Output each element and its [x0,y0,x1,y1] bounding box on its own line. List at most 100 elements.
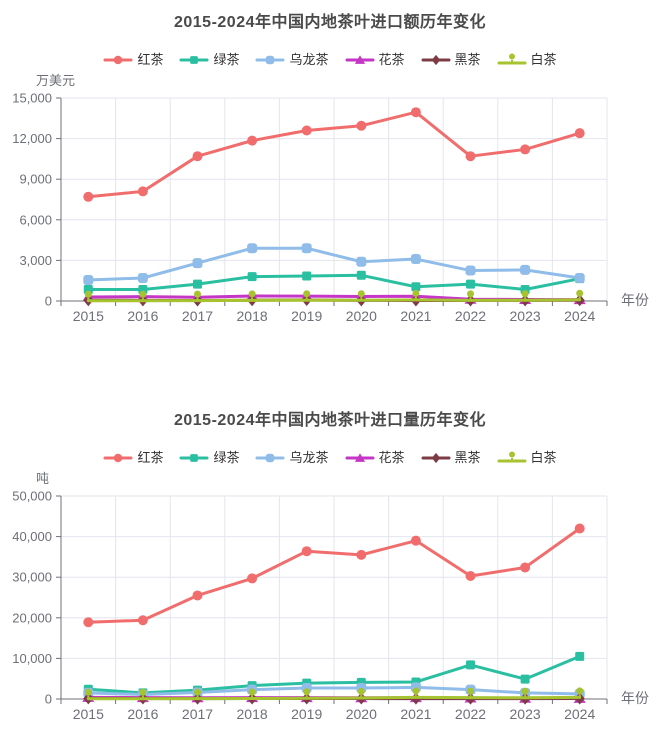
x-tick-label: 2019 [291,706,322,722]
data-point-红茶-2022[interactable] [465,570,476,581]
legend-item-5-白茶[interactable]: 白茶 [497,450,557,466]
legend-item-2-乌龙茶[interactable]: 乌龙茶 [255,52,329,68]
data-point-乌龙茶-2019[interactable] [301,243,312,254]
legend-import-value: 红茶 绿茶 乌龙茶 花茶 黑茶 白茶 [0,50,660,70]
data-point-红茶-2018[interactable] [247,135,258,146]
data-point-红茶-2017[interactable] [192,151,203,162]
data-point-红茶-2023[interactable] [520,562,531,573]
data-point-乌龙茶-2020[interactable] [356,256,367,267]
data-point-白茶-2021[interactable] [412,289,420,300]
y-tick-label: 10,000 [12,651,52,666]
data-point-绿茶-2020[interactable] [356,270,366,280]
legend-item-4-黑茶[interactable]: 黑茶 [421,52,481,68]
data-point-红茶-2024[interactable] [574,128,585,139]
plot-import-volume: 0 10,000 20,000 30,000 40,000 50,000 吨 2015 2016… [12,471,649,722]
data-point-绿茶-2024[interactable] [575,651,585,661]
data-point-红茶-2017[interactable] [192,590,203,601]
data-point-白茶-2023[interactable] [521,687,529,698]
data-point-乌龙茶-2016[interactable] [137,272,148,283]
data-point-白茶-2017[interactable] [194,688,201,699]
data-point-绿茶-2022[interactable] [466,279,475,289]
data-point-红茶-2015[interactable] [83,191,94,202]
data-point-白茶-2019[interactable] [303,688,311,699]
legend-marker-diamond-icon [421,452,451,464]
data-point-乌龙茶-2021[interactable] [410,254,421,265]
data-point-红茶-2015[interactable] [83,617,94,628]
data-point-红茶-2016[interactable] [137,615,148,626]
data-point-白茶-2019[interactable] [303,290,311,301]
data-point-乌龙茶-2017[interactable] [192,258,203,269]
data-point-白茶-2021[interactable] [412,687,420,698]
data-point-白茶-2017[interactable] [194,290,201,301]
data-point-白茶-2018[interactable] [248,290,256,301]
legend-item-3-花茶[interactable]: 花茶 [345,450,405,466]
legend-marker-pin-icon [497,53,527,65]
data-point-红茶-2021[interactable] [410,107,421,118]
legend-item-1-绿茶[interactable]: 绿茶 [179,450,239,466]
data-point-乌龙茶-2015[interactable] [83,275,94,286]
legend-item-2-乌龙茶[interactable]: 乌龙茶 [255,450,329,466]
data-point-白茶-2016[interactable] [139,290,147,301]
data-point-乌龙茶-2023[interactable] [520,264,531,275]
data-point-乌龙茶-2024[interactable] [574,272,585,283]
x-tick-label: 2016 [127,308,158,324]
legend-label: 乌龙茶 [289,52,329,67]
legend-marker-square-icon [179,454,209,462]
data-point-绿茶-2021[interactable] [411,282,421,292]
data-point-红茶-2020[interactable] [356,549,367,560]
data-point-红茶-2019[interactable] [301,546,312,557]
y-tick-label: 0 [45,294,52,309]
legend-item-1-绿茶[interactable]: 绿茶 [179,52,239,68]
data-point-红茶-2024[interactable] [574,523,585,534]
legend-marker-diamond-icon [421,54,451,66]
grid-lines [61,97,608,301]
data-point-白茶-2020[interactable] [357,290,365,301]
data-point-白茶-2022[interactable] [467,687,474,698]
y-axis: 0 3,000 6,000 9,000 12,000 15,000 万美元 [12,73,75,309]
legend-item-0-红茶[interactable]: 红茶 [103,450,163,466]
data-point-白茶-2018[interactable] [248,688,256,699]
x-tick-label: 2022 [455,706,486,722]
legend-label: 花茶 [378,52,405,67]
data-point-绿茶-2023[interactable] [520,674,530,684]
series-0-红茶 [83,107,585,202]
data-point-红茶-2018[interactable] [247,573,258,584]
series-5-白茶 [84,289,584,303]
legend-item-3-花茶[interactable]: 花茶 [345,52,405,68]
y-tick-label: 6,000 [19,212,52,227]
grid-lines [61,495,608,699]
data-point-白茶-2020[interactable] [357,687,365,698]
data-point-绿茶-2017[interactable] [193,279,202,289]
legend-item-4-黑茶[interactable]: 黑茶 [421,450,481,466]
data-point-绿茶-2022[interactable] [466,660,475,670]
data-point-红茶-2021[interactable] [410,535,421,546]
data-point-白茶-2015[interactable] [84,688,92,699]
data-point-白茶-2015[interactable] [84,290,92,301]
legend-item-0-红茶[interactable]: 红茶 [103,52,163,68]
legend-marker-pin-icon [497,451,527,463]
data-point-白茶-2024[interactable] [576,687,584,698]
chart-title-import-volume: 2015-2024年中国内地茶叶进口量历年变化 [173,412,487,429]
data-point-绿茶-2019[interactable] [302,271,312,281]
legend-item-5-白茶[interactable]: 白茶 [497,52,557,68]
data-point-红茶-2023[interactable] [520,144,531,155]
data-point-红茶-2016[interactable] [137,186,148,197]
x-tick-label: 2019 [291,308,322,324]
data-point-白茶-2024[interactable] [576,289,584,300]
data-point-乌龙茶-2022[interactable] [465,265,476,276]
data-point-红茶-2020[interactable] [356,120,367,131]
x-tick-label: 2020 [346,706,377,722]
data-point-白茶-2016[interactable] [139,688,147,699]
data-point-红茶-2019[interactable] [301,125,312,136]
data-point-白茶-2023[interactable] [521,290,529,301]
x-tick-label: 2017 [182,308,213,324]
data-point-白茶-2022[interactable] [467,290,474,301]
legend-label: 绿茶 [213,450,240,465]
data-point-红茶-2022[interactable] [465,151,476,162]
data-point-绿茶-2018[interactable] [247,272,257,282]
chart-title-import-value: 2015-2024年中国内地茶叶进口额历年变化 [173,14,487,31]
data-point-乌龙茶-2018[interactable] [247,243,258,254]
legend-marker-triangle-icon [345,453,374,462]
series-5-白茶 [84,687,584,701]
legend-label: 白茶 [530,450,557,465]
